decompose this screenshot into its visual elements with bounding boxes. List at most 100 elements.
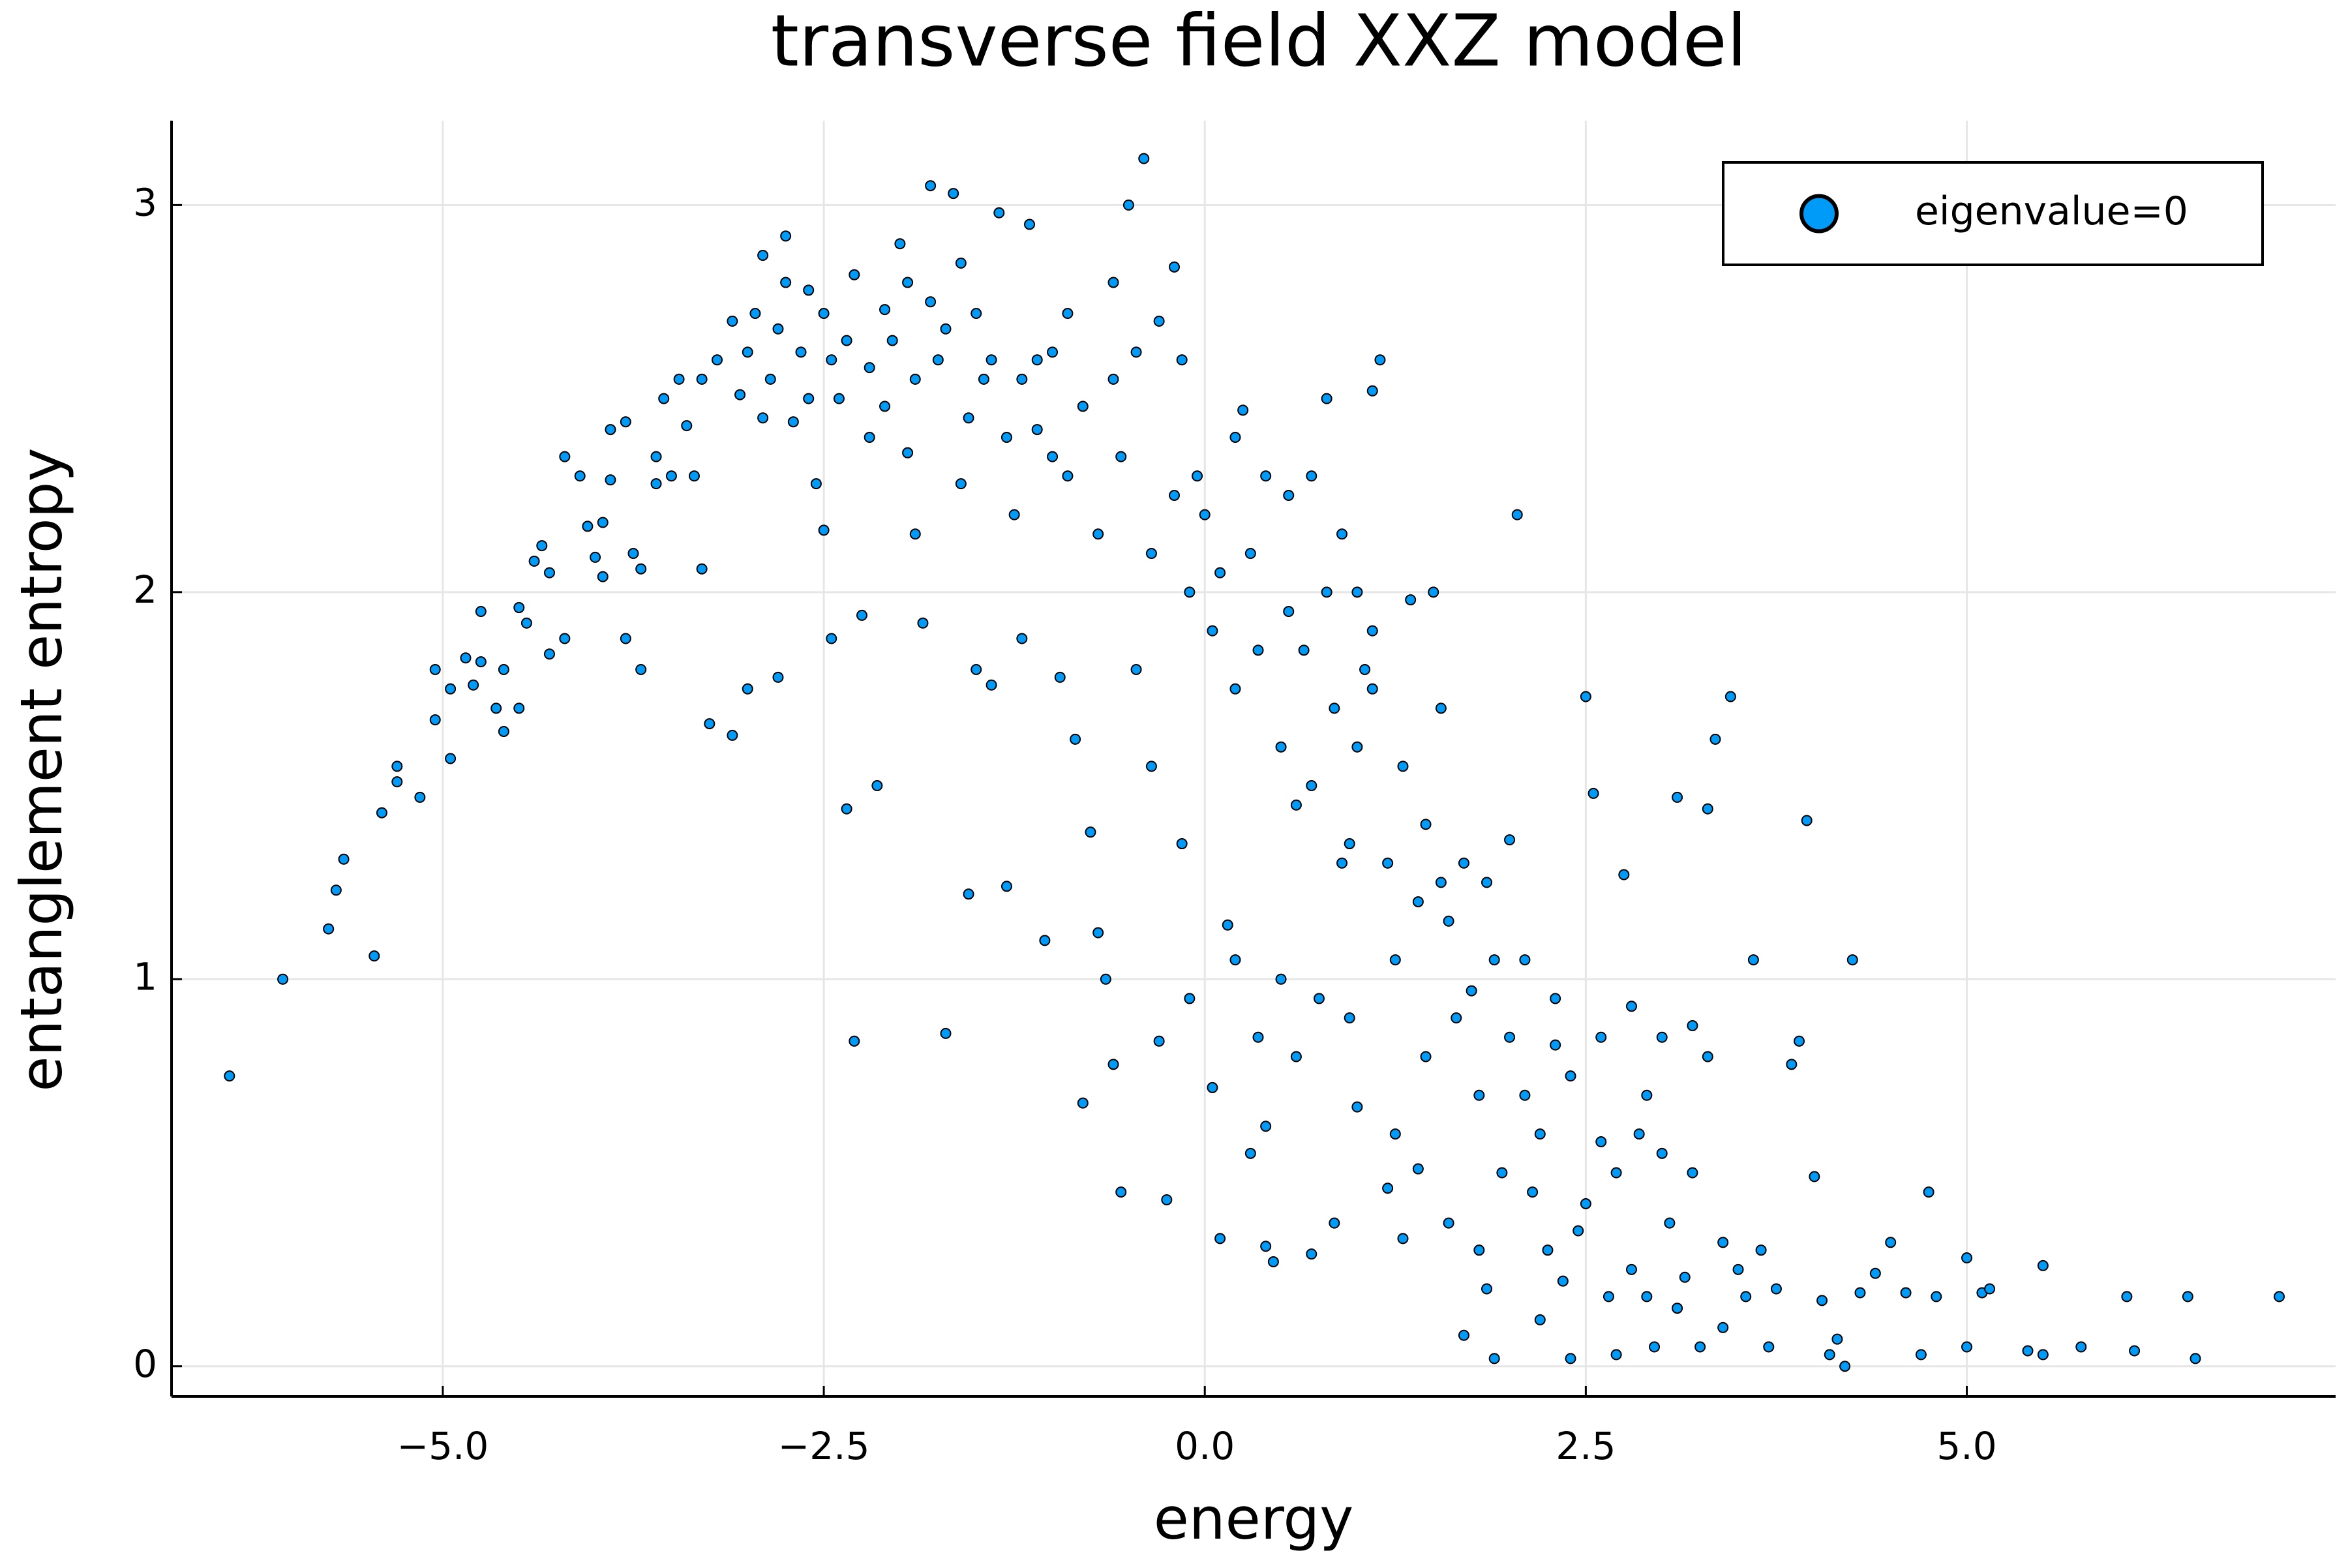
scatter-point: [894, 238, 906, 250]
scatter-point: [1070, 733, 1081, 745]
scatter-point: [1831, 1333, 1843, 1345]
scatter-point: [1672, 791, 1683, 803]
scatter-point: [1443, 1217, 1454, 1229]
scatter-point: [1283, 489, 1295, 501]
scatter-point: [1001, 431, 1012, 443]
scatter-point: [1504, 1031, 1516, 1043]
scatter-point: [513, 602, 525, 614]
scatter-point: [2037, 1349, 2049, 1361]
scatter-point: [1130, 664, 1142, 676]
scatter-point: [635, 664, 647, 676]
scatter-point: [826, 633, 837, 644]
scatter-point: [1153, 1035, 1165, 1047]
scatter-point: [1115, 1186, 1127, 1198]
scatter-point: [1168, 489, 1180, 501]
scatter-point: [971, 664, 982, 676]
x-axis-label: energy: [1154, 1485, 1354, 1552]
scatter-point: [559, 633, 571, 644]
scatter-point: [955, 478, 967, 490]
scatter-point: [1115, 451, 1127, 462]
scatter-point: [1550, 993, 1561, 1004]
scatter-point: [391, 761, 403, 772]
scatter-point: [841, 803, 852, 815]
scatter-point: [658, 393, 670, 404]
scatter-point: [1846, 954, 1858, 966]
x-tick-label: 2.5: [1556, 1424, 1616, 1468]
scatter-point: [993, 207, 1005, 219]
scatter-point: [1573, 1225, 1584, 1237]
scatter-point: [376, 807, 387, 819]
scatter-point: [681, 420, 693, 432]
scatter-point: [1412, 1163, 1424, 1175]
scatter-point: [330, 884, 342, 896]
scatter-point: [1557, 1275, 1569, 1287]
scatter-point: [704, 718, 715, 730]
scatter-point: [1565, 1353, 1576, 1364]
y-tick-label: 3: [133, 180, 157, 224]
scatter-point: [1496, 1167, 1508, 1179]
scatter-point: [1138, 153, 1150, 164]
scatter-point: [909, 528, 921, 540]
scatter-point: [582, 520, 594, 532]
scatter-point: [1031, 424, 1043, 436]
x-tick-label: 0.0: [1175, 1424, 1235, 1468]
x-tick-label: −2.5: [778, 1424, 870, 1468]
scatter-point: [1755, 1244, 1767, 1256]
scatter-point: [429, 664, 441, 676]
legend-marker: [1799, 194, 1839, 234]
scatter-point: [1382, 1183, 1394, 1194]
scatter-point: [1207, 1081, 1218, 1093]
scatter-point: [1229, 431, 1241, 443]
y-tick-label: 0: [133, 1342, 157, 1386]
scatter-point: [1344, 1012, 1355, 1024]
scatter-point: [1222, 919, 1233, 931]
scatter-point: [1122, 199, 1134, 211]
scatter-point: [1283, 605, 1295, 617]
scatter-point: [1588, 787, 1599, 799]
scatter-point: [727, 729, 738, 741]
scatter-point: [1184, 993, 1196, 1004]
scatter-point: [696, 563, 708, 575]
scatter-point: [536, 540, 548, 552]
scatter-point: [391, 776, 403, 788]
scatter-point: [1801, 815, 1813, 826]
scatter-point: [2022, 1345, 2034, 1357]
scatter-point: [1610, 1167, 1622, 1179]
scatter-point: [803, 393, 815, 404]
scatter-point: [1024, 219, 1036, 230]
scatter-point: [1740, 1291, 1752, 1303]
scatter-point: [1481, 1283, 1493, 1295]
scatter-point: [826, 354, 837, 366]
scatter-point: [1550, 1039, 1561, 1051]
scatter-point: [1672, 1303, 1683, 1314]
scatter-point: [1656, 1147, 1668, 1159]
scatter-point: [712, 354, 723, 366]
scatter-point: [902, 447, 914, 459]
scatter-point: [886, 335, 898, 346]
scatter-point: [1694, 1341, 1706, 1353]
scatter-point: [1709, 733, 1721, 745]
y-axis-label: entanglement entropy: [8, 447, 75, 1091]
x-tick-label: 5.0: [1936, 1424, 1996, 1468]
scatter-point: [1145, 761, 1157, 772]
scatter-point: [620, 416, 631, 428]
scatter-point: [1366, 385, 1378, 397]
scatter-point: [1192, 470, 1203, 482]
scatter-point: [1984, 1283, 1996, 1295]
scatter-point: [1580, 691, 1591, 702]
scatter-point: [1595, 1136, 1607, 1148]
scatter-point: [650, 451, 662, 462]
scatter-point: [1488, 1353, 1500, 1364]
scatter-point: [787, 416, 799, 428]
scatter-point: [742, 683, 753, 695]
scatter-point: [1923, 1186, 1934, 1198]
scatter-point: [1794, 1035, 1805, 1047]
scatter-point: [1321, 393, 1332, 404]
scatter-point: [1656, 1031, 1668, 1043]
scatter-point: [224, 1070, 235, 1082]
scatter-point: [963, 412, 974, 424]
scatter-point: [1519, 1089, 1531, 1101]
scatter-point: [1625, 1263, 1637, 1275]
scatter-point: [1145, 547, 1157, 559]
